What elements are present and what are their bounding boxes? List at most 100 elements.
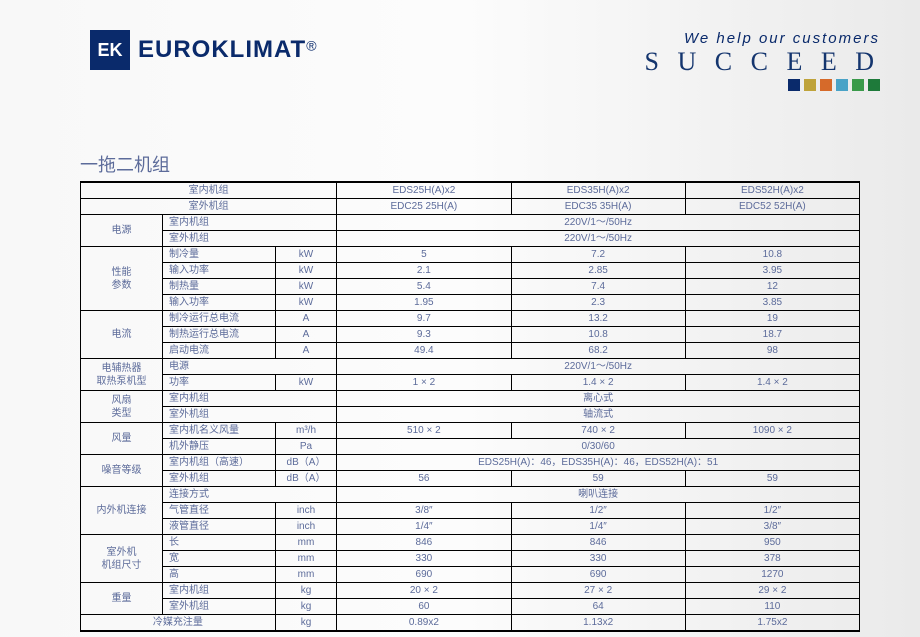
label-fan-type: 风扇 类型	[81, 391, 163, 423]
label-current: 电流	[81, 311, 163, 359]
brand-square	[788, 79, 800, 91]
cell: 740 × 2	[511, 423, 685, 439]
cell: 输入功率	[163, 263, 276, 279]
label-noise: 噪音等级	[81, 455, 163, 487]
cell: 2.3	[511, 295, 685, 311]
cell: 1.75x2	[685, 615, 859, 632]
cell: EDC52 52H(A)	[685, 199, 859, 215]
label-weight: 重量	[81, 583, 163, 615]
row-indoor-models: 室内机组 EDS25H(A)x2 EDS35H(A)x2 EDS52H(A)x2	[81, 182, 860, 199]
cell: 19	[685, 311, 859, 327]
header: EK EUROKLIMAT® We help our customers S U…	[0, 0, 920, 91]
tagline-top: We help our customers	[645, 30, 880, 47]
label-power: 电源	[81, 215, 163, 247]
cell: 室外机组	[163, 231, 337, 247]
cell: 510 × 2	[337, 423, 511, 439]
cell: 电源	[163, 359, 337, 375]
cell: 5.4	[337, 279, 511, 295]
cell: 950	[685, 535, 859, 551]
unit: Pa	[275, 439, 337, 455]
cell: 1090 × 2	[685, 423, 859, 439]
unit: kW	[275, 263, 337, 279]
cell: 59	[685, 471, 859, 487]
cell: 离心式	[337, 391, 860, 407]
cell: EDS52H(A)x2	[685, 182, 859, 199]
cell: 7.2	[511, 247, 685, 263]
brand-square	[852, 79, 864, 91]
cell: 室外机组	[163, 599, 276, 615]
color-squares	[645, 79, 880, 91]
brand-square	[836, 79, 848, 91]
unit: dB（A）	[275, 471, 337, 487]
row-air: 风量 室内机名义风量 m³/h 510 × 2 740 × 2 1090 × 2	[81, 423, 860, 439]
label-connection: 内外机连接	[81, 487, 163, 535]
unit: kW	[275, 375, 337, 391]
unit: A	[275, 311, 337, 327]
row-gas: 气管直径 inch 3/8″ 1/2″ 1/2″	[81, 503, 860, 519]
cell: 846	[337, 535, 511, 551]
cell: 9.3	[337, 327, 511, 343]
row-power-outdoor: 室外机组 220V/1～/50Hz	[81, 231, 860, 247]
cell: 690	[511, 567, 685, 583]
cell: 制冷运行总电流	[163, 311, 276, 327]
row-hei: 高 mm 690 690 1270	[81, 567, 860, 583]
spec-table: 室内机组 EDS25H(A)x2 EDS35H(A)x2 EDS52H(A)x2…	[80, 181, 860, 632]
unit: kg	[275, 599, 337, 615]
unit: mm	[275, 567, 337, 583]
row-outdoor-models: 室外机组 EDC25 25H(A) EDC35 35H(A) EDC52 52H…	[81, 199, 860, 215]
row-noise-out: 室外机组 dB（A） 56 59 59	[81, 471, 860, 487]
unit: kg	[275, 583, 337, 599]
cell: 10.8	[511, 327, 685, 343]
unit: mm	[275, 535, 337, 551]
cell: EDC25 25H(A)	[337, 199, 511, 215]
label-perf: 性能 参数	[81, 247, 163, 311]
section-title: 一拖二机组	[80, 151, 860, 177]
cell: 制冷量	[163, 247, 276, 263]
logo-text-wrap: EUROKLIMAT®	[138, 36, 317, 64]
label-out-dim: 室外机 机组尺寸	[81, 535, 163, 583]
row-len: 室外机 机组尺寸 长 mm 846 846 950	[81, 535, 860, 551]
label-airflow: 风量	[81, 423, 163, 455]
row-out-wt: 室外机组 kg 60 64 110	[81, 599, 860, 615]
cell: 高	[163, 567, 276, 583]
brand-square	[868, 79, 880, 91]
cell: EDS25H(A)x2	[337, 182, 511, 199]
cell: 功率	[163, 375, 276, 391]
cell: EDS35H(A)x2	[511, 182, 685, 199]
cell: 59	[511, 471, 685, 487]
cell: 3.85	[685, 295, 859, 311]
unit: kW	[275, 279, 337, 295]
cell: 5	[337, 247, 511, 263]
cell: 12	[685, 279, 859, 295]
tagline: We help our customers S U C C E E D	[645, 30, 890, 91]
cell: 330	[511, 551, 685, 567]
brand-square	[820, 79, 832, 91]
cell: 1270	[685, 567, 859, 583]
label-outdoor: 室外机组	[81, 199, 337, 215]
unit: mm	[275, 551, 337, 567]
cell: 68.2	[511, 343, 685, 359]
tagline-bottom: S U C C E E D	[645, 47, 880, 77]
row-liq: 液管直径 inch 1/4″ 1/4″ 3/8″	[81, 519, 860, 535]
unit: kW	[275, 247, 337, 263]
cell: 98	[685, 343, 859, 359]
registered-mark: ®	[306, 38, 316, 54]
cell: 29 × 2	[685, 583, 859, 599]
cell: 9.7	[337, 311, 511, 327]
row-cool-cur: 电流 制冷运行总电流 A 9.7 13.2 19	[81, 311, 860, 327]
cell: 220V/1～/50Hz	[337, 231, 860, 247]
cell: 1.4 × 2	[685, 375, 859, 391]
cell: 制热运行总电流	[163, 327, 276, 343]
label-indoor: 室内机组	[81, 182, 337, 199]
cell: 56	[337, 471, 511, 487]
cell: 气管直径	[163, 503, 276, 519]
cell: 室内机名义风量	[163, 423, 276, 439]
cell: 喇叭连接	[337, 487, 860, 503]
row-cool-in: 输入功率 kW 2.1 2.85 3.95	[81, 263, 860, 279]
cell: 3/8″	[337, 503, 511, 519]
cell: 长	[163, 535, 276, 551]
cell: 3/8″	[685, 519, 859, 535]
cell: 220V/1～/50Hz	[337, 215, 860, 231]
row-heat-cap: 制热量 kW 5.4 7.4 12	[81, 279, 860, 295]
cell: 1/4″	[337, 519, 511, 535]
